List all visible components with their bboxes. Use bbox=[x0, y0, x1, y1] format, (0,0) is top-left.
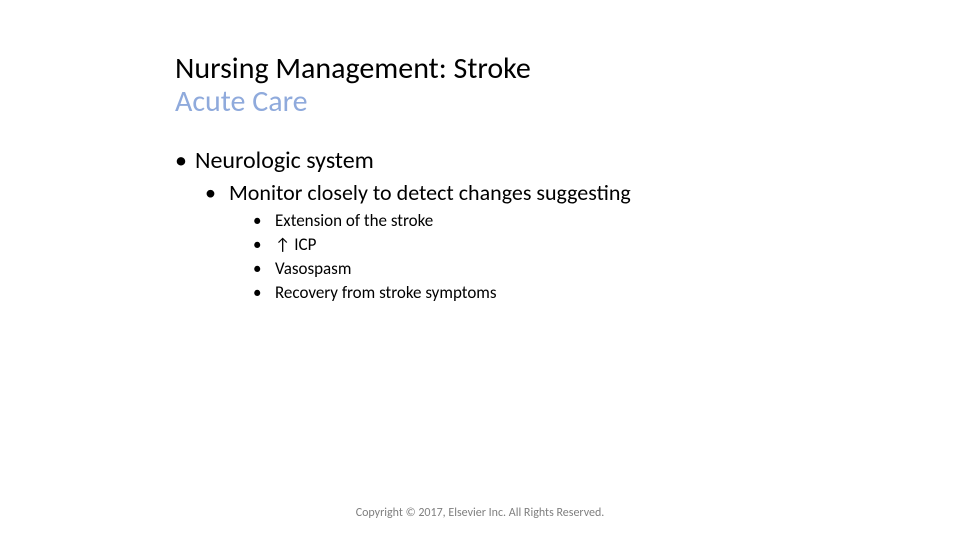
bullet-level-2: Monitor closely to detect changes sugges… bbox=[205, 179, 815, 206]
bullet-level-3: ↑ ICP bbox=[253, 234, 815, 255]
bullet-text: Vasospasm bbox=[275, 258, 351, 279]
slide-subtitle: Acute Care bbox=[175, 85, 531, 120]
slide-title: Nursing Management: Stroke bbox=[175, 52, 531, 87]
bullet-level-1: Neurologic system bbox=[175, 146, 815, 175]
slide: Nursing Management: Stroke Acute Care Ne… bbox=[0, 0, 960, 540]
bullet-text: Recovery from stroke symptoms bbox=[275, 282, 497, 303]
bullet-text: Neurologic system bbox=[195, 146, 374, 175]
title-block: Nursing Management: Stroke Acute Care bbox=[175, 52, 531, 119]
bullet-level-3: Extension of the stroke bbox=[253, 210, 815, 231]
bullet-text: ↑ ICP bbox=[275, 234, 316, 255]
bullet-text: Extension of the stroke bbox=[275, 210, 433, 231]
bullet-level-3: Vasospasm bbox=[253, 258, 815, 279]
bullet-text: Monitor closely to detect changes sugges… bbox=[229, 179, 631, 206]
bullet-level-3: Recovery from stroke symptoms bbox=[253, 282, 815, 303]
copyright-footer: Copyright © 2017, Elsevier Inc. All Righ… bbox=[0, 506, 960, 520]
body-content: Neurologic system Monitor closely to det… bbox=[175, 146, 815, 306]
